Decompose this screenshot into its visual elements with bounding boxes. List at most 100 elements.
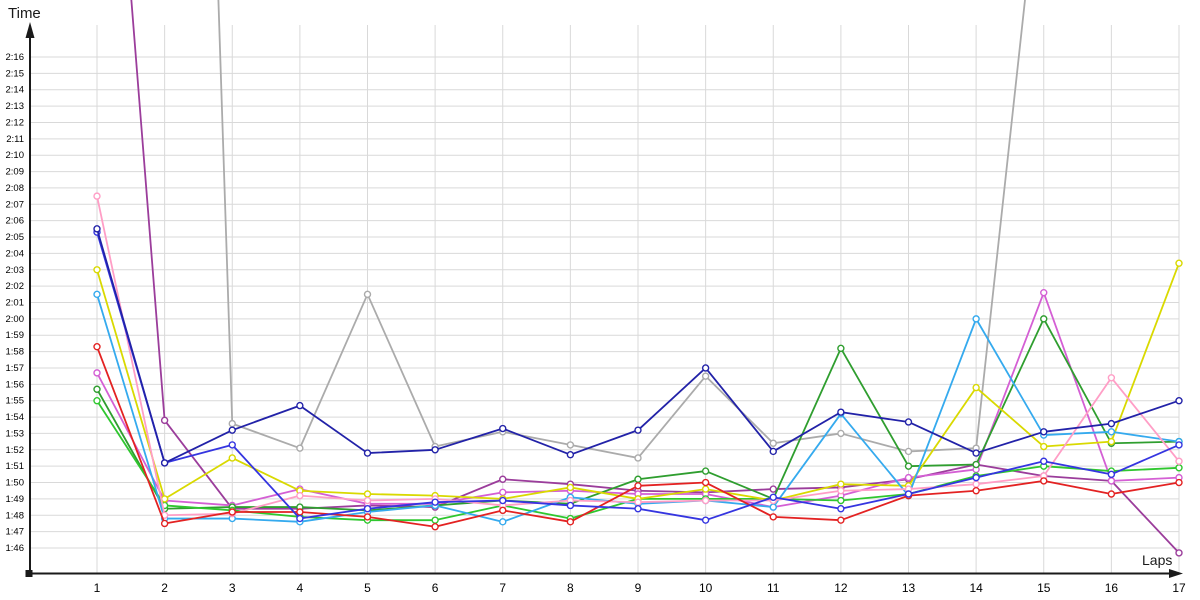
series-pink (93, 192, 1183, 519)
data-point-magenta-lap-16 (1107, 477, 1116, 485)
data-point-red-lap-7 (499, 506, 507, 515)
data-point-red-lap-1 (93, 342, 101, 351)
data-point-gray-lap-11 (769, 439, 777, 447)
y-tick-label: 1:47 (6, 527, 25, 538)
data-point-yellow-lap-3 (228, 454, 236, 462)
series-blue (93, 228, 1183, 524)
data-point-gray-lap-3 (228, 419, 236, 428)
data-point-gray-lap-12 (837, 429, 845, 438)
data-point-yellow-lap-15 (1040, 442, 1048, 451)
data-point-navy-lap-2 (160, 459, 169, 467)
data-point-blue-lap-6 (431, 498, 439, 506)
data-point-blue-lap-12 (837, 505, 845, 513)
data-point-pink-lap-16 (1107, 374, 1116, 382)
data-point-cyan-lap-11 (769, 503, 777, 511)
y-axis-title: Time (8, 5, 41, 22)
data-point-gray-lap-10 (701, 372, 710, 380)
origin-marker (25, 570, 33, 577)
data-point-pink-lap-12 (837, 487, 845, 495)
series-forest-green (93, 315, 1183, 515)
data-point-forest-green-lap-14 (972, 460, 980, 469)
y-tick-label: 2:09 (6, 167, 25, 178)
y-tick-label: 2:00 (6, 314, 25, 325)
y-tick-label: 1:56 (6, 379, 25, 390)
data-point-blue-lap-7 (499, 496, 507, 505)
y-tick-label: 1:53 (6, 428, 25, 439)
data-point-green-lap-17 (1175, 464, 1183, 472)
y-tick-label: 1:54 (6, 412, 25, 423)
data-point-navy-lap-7 (499, 424, 507, 433)
data-point-navy-lap-5 (363, 449, 372, 457)
data-point-purple-lap-7 (499, 475, 507, 483)
x-tick-label: 7 (499, 581, 506, 595)
x-tick-label: 15 (1037, 581, 1051, 595)
data-point-navy-lap-6 (431, 446, 439, 454)
data-point-cyan-lap-7 (499, 518, 507, 526)
data-point-pink-lap-10 (701, 496, 710, 505)
series-navy (93, 225, 1183, 467)
data-point-navy-lap-8 (566, 451, 575, 459)
y-tick-label: 1:51 (6, 461, 25, 472)
data-point-blue-lap-8 (566, 501, 575, 510)
y-tick-label: 2:01 (6, 298, 25, 309)
data-point-forest-green-lap-9 (634, 475, 642, 483)
y-tick-label: 1:48 (6, 510, 25, 521)
data-point-pink-lap-14 (972, 480, 980, 488)
data-point-yellow-lap-5 (363, 490, 372, 498)
data-point-gray-lap-5 (363, 290, 372, 299)
x-tick-label: 1 (94, 581, 101, 595)
data-point-navy-lap-17 (1175, 397, 1183, 405)
data-point-red-lap-4 (296, 508, 304, 516)
data-point-blue-lap-14 (972, 473, 980, 482)
data-point-navy-lap-9 (634, 426, 642, 434)
x-tick-label: 4 (297, 581, 304, 595)
x-tick-label: 3 (229, 581, 236, 595)
data-point-green-lap-1 (93, 397, 101, 405)
data-point-red-lap-9 (634, 482, 642, 490)
data-point-red-lap-15 (1040, 477, 1048, 485)
x-tick-label: 2 (161, 581, 168, 595)
x-tick-label: 13 (902, 581, 916, 595)
x-tick-label: 8 (567, 581, 574, 595)
data-point-cyan-lap-16 (1107, 428, 1116, 436)
x-tick-label: 16 (1105, 581, 1119, 595)
data-point-pink-lap-9 (634, 498, 642, 506)
y-tick-label: 1:57 (6, 363, 25, 374)
data-point-navy-lap-15 (1040, 428, 1048, 436)
x-tick-label: 9 (635, 581, 642, 595)
y-tick-label: 1:49 (6, 494, 25, 505)
data-point-blue-lap-9 (634, 505, 642, 513)
data-point-pink-lap-5 (363, 496, 372, 505)
y-tick-label: 1:50 (6, 478, 25, 489)
y-tick-label: 2:11 (6, 134, 24, 145)
data-point-navy-lap-1 (93, 225, 101, 233)
data-point-navy-lap-12 (837, 408, 845, 416)
y-tick-label: 2:14 (6, 85, 25, 96)
series-gray (217, 0, 1026, 462)
y-tick-label: 1:46 (6, 543, 25, 554)
data-point-green-lap-12 (837, 496, 845, 505)
data-point-yellow-lap-10 (701, 485, 710, 493)
data-point-green-lap-6 (431, 516, 439, 524)
data-point-forest-green-lap-15 (1040, 315, 1048, 323)
x-axis-title: Laps (1142, 552, 1173, 568)
data-point-gray-lap-13 (904, 447, 913, 456)
data-point-red-lap-17 (1175, 478, 1183, 487)
data-point-navy-lap-13 (904, 418, 913, 426)
data-point-blue-lap-13 (904, 490, 913, 498)
data-point-yellow-lap-17 (1175, 259, 1183, 267)
x-tick-label: 6 (432, 581, 439, 595)
data-point-navy-lap-3 (228, 426, 236, 434)
y-tick-label: 2:02 (6, 281, 25, 292)
data-point-forest-green-lap-10 (701, 467, 710, 475)
y-tick-label: 1:52 (6, 445, 25, 456)
data-point-purple-lap-11 (769, 485, 777, 493)
x-tick-label: 10 (699, 581, 713, 595)
x-tick-label: 12 (834, 581, 848, 595)
data-point-blue-lap-17 (1175, 441, 1183, 449)
data-point-blue-lap-4 (296, 514, 304, 523)
data-point-blue-lap-3 (228, 441, 236, 449)
